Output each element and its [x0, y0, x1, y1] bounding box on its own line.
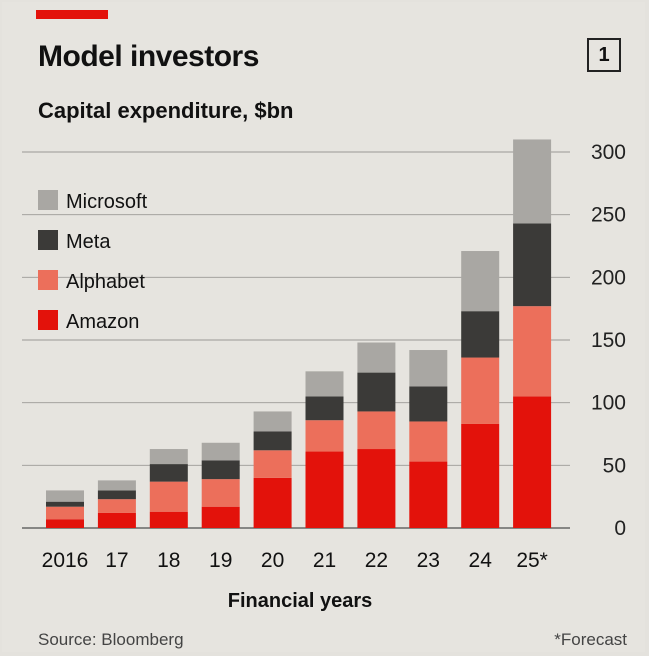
chart-subtitle: Capital expenditure, $bn — [38, 98, 294, 123]
legend-label-microsoft: Microsoft — [66, 191, 148, 213]
bar-meta-21 — [305, 396, 344, 421]
chart-number-badge: 1 — [587, 38, 621, 72]
bar-alphabet-25 — [513, 306, 552, 397]
bar-amazon-24 — [461, 423, 500, 528]
y-tick-label: 50 — [603, 454, 626, 477]
x-tick-label: 21 — [313, 549, 336, 572]
bar-microsoft-19 — [201, 442, 240, 461]
x-tick-label: 17 — [105, 549, 128, 572]
bar-alphabet-18 — [149, 481, 188, 512]
x-tick-label: 23 — [417, 549, 440, 572]
bar-amazon-19 — [201, 506, 240, 528]
bar-meta-23 — [409, 386, 448, 422]
bar-microsoft-17 — [97, 480, 136, 491]
bar-meta-22 — [357, 372, 396, 412]
x-axis-title: Financial years — [227, 590, 373, 612]
bar-microsoft-20 — [253, 411, 292, 432]
bar-alphabet-2016 — [46, 506, 84, 520]
legend-label-amazon: Amazon — [66, 311, 139, 333]
bar-meta-19 — [201, 460, 240, 480]
y-tick-label: 250 — [591, 204, 626, 227]
y-tick-label: 200 — [591, 266, 626, 289]
x-tick-label: 20 — [261, 549, 284, 572]
x-tick-label: 18 — [157, 549, 180, 572]
x-tick-label: 24 — [469, 549, 493, 572]
bar-meta-20 — [253, 431, 292, 451]
bar-meta-17 — [97, 490, 136, 500]
bar-alphabet-22 — [357, 411, 396, 450]
bar-alphabet-21 — [305, 420, 344, 452]
forecast-note: *Forecast — [554, 630, 627, 649]
y-tick-label: 150 — [591, 329, 626, 352]
bar-microsoft-2016 — [46, 490, 84, 502]
y-tick-label: 100 — [591, 392, 626, 415]
bar-microsoft-18 — [149, 449, 188, 465]
x-tick-label: 2016 — [42, 549, 89, 572]
bar-meta-2016 — [46, 501, 84, 507]
bar-microsoft-24 — [461, 251, 500, 312]
bar-amazon-23 — [409, 461, 448, 528]
y-tick-label: 300 — [591, 141, 626, 164]
legend-label-alphabet: Alphabet — [66, 271, 145, 293]
bar-amazon-17 — [97, 512, 136, 528]
chart-title: Model investors — [38, 40, 259, 73]
bars — [46, 139, 552, 528]
legend-swatch-microsoft — [38, 190, 58, 210]
bar-microsoft-23 — [409, 350, 448, 387]
bar-amazon-25 — [513, 396, 552, 528]
legend-swatch-amazon — [38, 310, 58, 330]
bar-amazon-18 — [149, 511, 188, 528]
x-tick-label: 19 — [209, 549, 232, 572]
bar-microsoft-21 — [305, 371, 344, 397]
bar-microsoft-22 — [357, 342, 396, 373]
bar-amazon-21 — [305, 451, 344, 528]
x-tick-label: 25* — [516, 549, 548, 572]
y-tick-label: 0 — [614, 517, 626, 540]
legend-label-meta: Meta — [66, 231, 111, 253]
legend-swatch-meta — [38, 230, 58, 250]
y-axis-ticks: 0 50 100 150 200 250 300 — [591, 141, 626, 540]
legend-swatch-alphabet — [38, 270, 58, 290]
bar-alphabet-19 — [201, 479, 240, 507]
bar-meta-18 — [149, 464, 188, 482]
bar-amazon-22 — [357, 449, 396, 528]
bar-meta-25 — [513, 223, 552, 307]
x-axis-ticks: 2016 17 18 19 20 21 22 23 24 25* — [42, 549, 548, 572]
bar-microsoft-25 — [513, 139, 552, 224]
bar-alphabet-24 — [461, 357, 500, 424]
bar-meta-24 — [461, 311, 500, 358]
bar-amazon-20 — [253, 477, 292, 528]
source-note: Source: Bloomberg — [38, 630, 184, 649]
bar-alphabet-17 — [97, 499, 136, 513]
legend: Microsoft Meta Alphabet Amazon — [38, 190, 148, 333]
bar-alphabet-20 — [253, 450, 292, 478]
brand-red-tab — [36, 10, 108, 19]
bar-alphabet-23 — [409, 421, 448, 462]
bar-amazon-2016 — [46, 519, 84, 528]
x-tick-label: 22 — [365, 549, 388, 572]
